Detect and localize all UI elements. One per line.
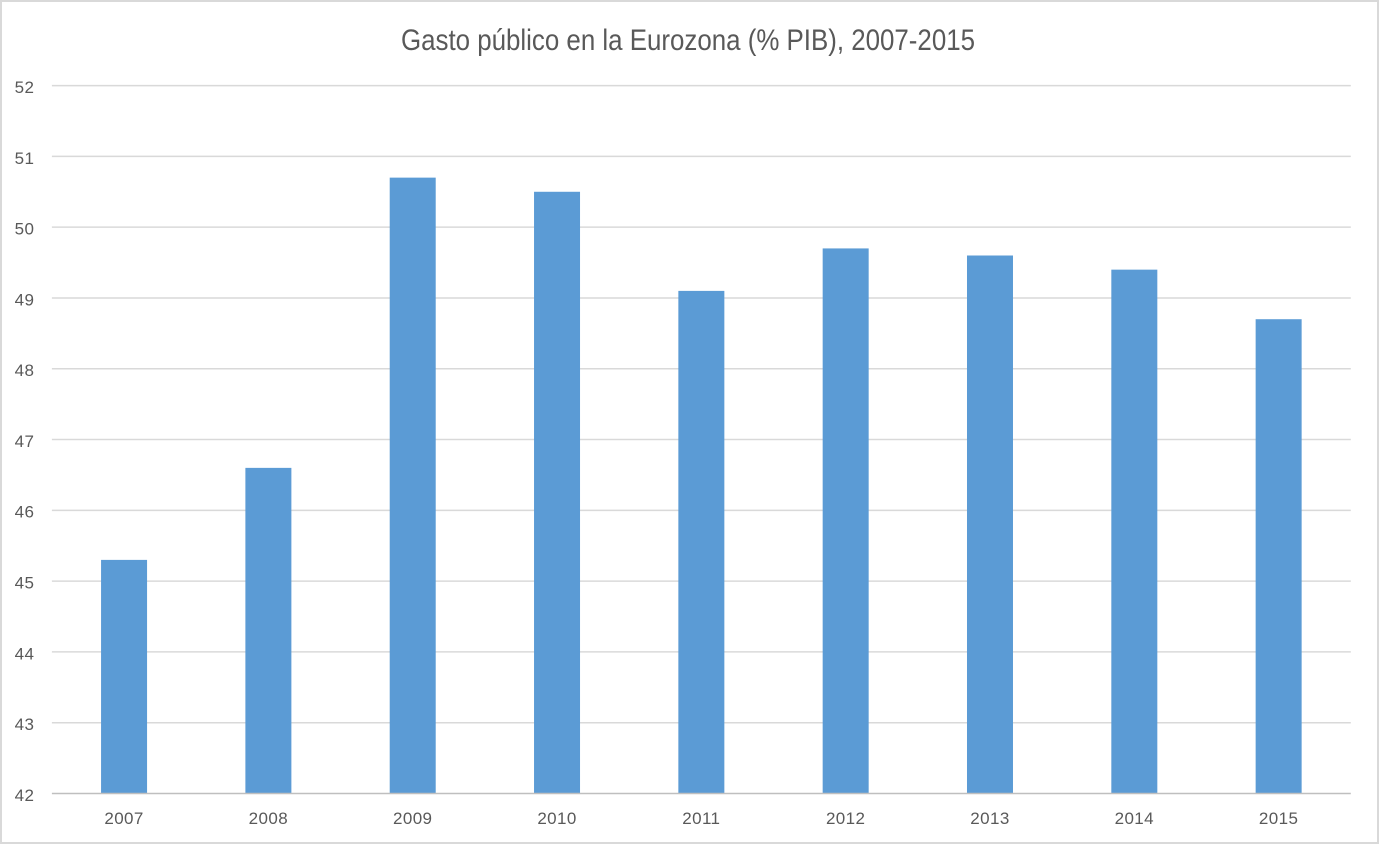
svg-text:2008: 2008 xyxy=(249,809,288,828)
svg-text:44: 44 xyxy=(15,644,35,663)
svg-text:51: 51 xyxy=(15,149,35,168)
svg-text:2010: 2010 xyxy=(537,809,576,828)
svg-text:49: 49 xyxy=(15,290,35,309)
svg-text:52: 52 xyxy=(15,78,35,97)
svg-text:2014: 2014 xyxy=(1115,809,1154,828)
svg-text:46: 46 xyxy=(15,503,35,522)
svg-text:47: 47 xyxy=(15,432,35,451)
svg-text:2007: 2007 xyxy=(104,809,143,828)
svg-text:2009: 2009 xyxy=(393,809,432,828)
svg-text:48: 48 xyxy=(15,361,35,380)
svg-text:2013: 2013 xyxy=(970,809,1009,828)
svg-text:42: 42 xyxy=(15,786,35,805)
svg-text:2011: 2011 xyxy=(682,809,720,828)
svg-text:45: 45 xyxy=(15,574,35,593)
svg-text:2015: 2015 xyxy=(1259,809,1298,828)
svg-text:Gasto público en la Eurozona (: Gasto público en la Eurozona (% PIB), 20… xyxy=(401,24,975,57)
svg-text:2012: 2012 xyxy=(826,809,865,828)
svg-text:50: 50 xyxy=(15,220,35,239)
svg-text:43: 43 xyxy=(15,715,35,734)
